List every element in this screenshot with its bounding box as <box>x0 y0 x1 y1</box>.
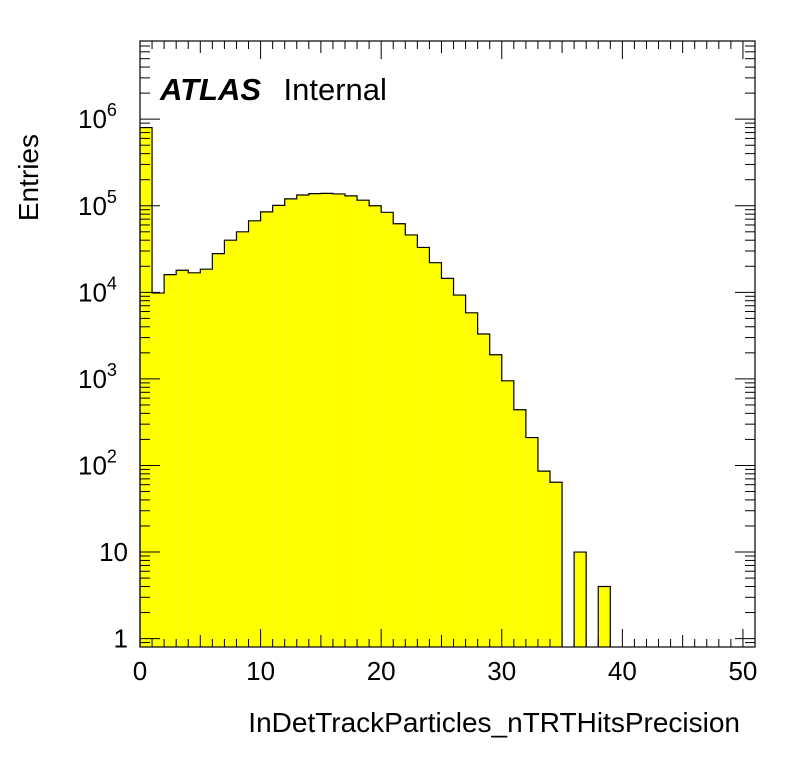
histogram-bar <box>381 212 394 647</box>
histogram-bar <box>332 193 345 648</box>
x-tick-label: 30 <box>487 656 516 686</box>
histogram-bar <box>574 552 587 647</box>
atlas-label: ATLAS Internal <box>159 72 387 107</box>
histogram-bar <box>272 205 285 648</box>
histogram-bar <box>477 334 490 647</box>
histogram-bar <box>200 269 213 647</box>
x-tick-label: 40 <box>608 656 637 686</box>
histogram-bar <box>489 354 502 647</box>
histogram-bar <box>284 198 297 648</box>
atlas-internal-text: Internal <box>283 72 386 107</box>
x-tick-label: 20 <box>367 656 396 686</box>
histogram-bar <box>188 272 201 647</box>
histogram-bar <box>465 312 478 647</box>
y-tick-label: 102 <box>78 446 117 480</box>
y-tick-label: 106 <box>78 100 117 134</box>
atlas-bold-text: ATLAS <box>159 72 261 107</box>
bars-layer <box>140 127 611 648</box>
histogram-bar <box>393 223 406 647</box>
y-tick-label: 10 <box>99 537 128 567</box>
histogram-bar <box>152 293 165 647</box>
y-tick-label: 105 <box>78 187 117 221</box>
x-axis-title: InDetTrackParticles_nTRTHitsPrecision <box>248 707 740 738</box>
histogram-bar <box>176 270 189 647</box>
y-tick-label: 103 <box>78 360 117 394</box>
histogram-bar <box>224 240 237 647</box>
histogram-bar <box>501 380 514 647</box>
ticks-layer <box>139 40 756 648</box>
histogram-bar <box>429 262 442 647</box>
histogram-bar <box>525 437 538 647</box>
histogram-bar <box>537 471 550 647</box>
histogram-bar <box>236 231 249 647</box>
y-tick-label: 1 <box>114 624 128 654</box>
histogram-bar <box>248 220 261 647</box>
histogram-bar <box>296 195 309 648</box>
histogram-bar <box>369 205 382 647</box>
plot-frame <box>139 40 756 648</box>
x-tick-label: 50 <box>728 656 757 686</box>
histogram-bar <box>417 247 430 647</box>
histogram-bar <box>598 586 611 647</box>
tick-labels: 0 10 20 30 40 50 1 10 102 103 104 105 106 <box>78 100 757 686</box>
histogram-outline <box>139 126 611 647</box>
histogram-bar <box>453 295 466 647</box>
histogram-bar <box>345 195 358 647</box>
histogram-bar <box>212 253 225 648</box>
histogram-bar <box>308 193 321 648</box>
histogram-bar <box>513 409 526 647</box>
y-tick-label: 104 <box>78 273 117 307</box>
histogram-bar <box>550 482 563 647</box>
histogram-bar <box>441 278 454 647</box>
histogram-bar <box>405 234 418 647</box>
histogram-bar <box>260 211 273 647</box>
y-axis-title: Entries <box>13 134 44 221</box>
histogram-bar <box>164 274 177 647</box>
x-tick-label: 0 <box>133 656 147 686</box>
histogram-bar <box>357 200 370 647</box>
x-tick-label: 10 <box>246 656 275 686</box>
histogram-bar <box>320 193 333 647</box>
